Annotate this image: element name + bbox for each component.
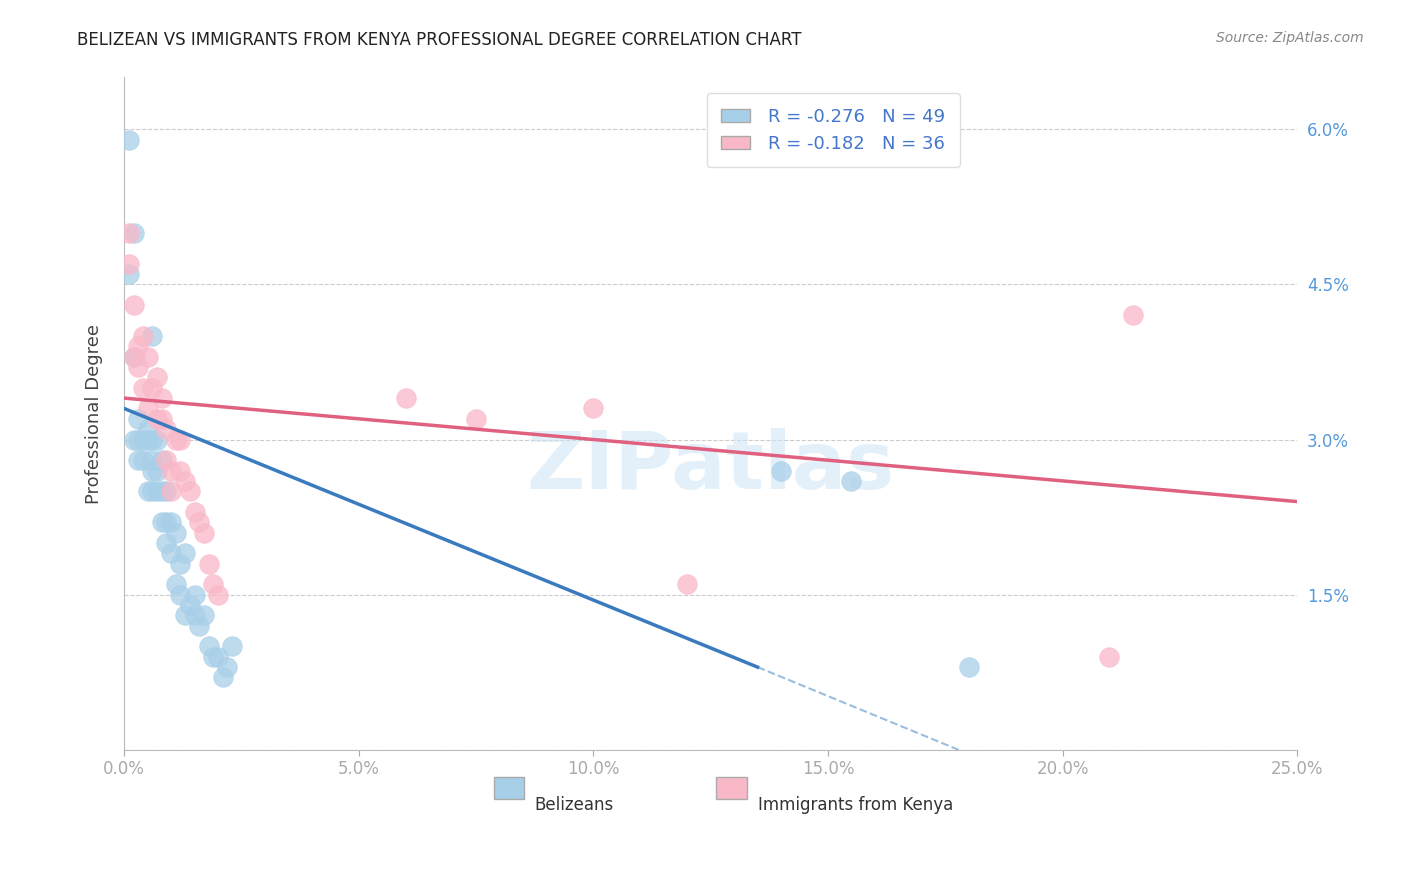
Point (146, 484, 169, 499)
Point (141, 453, 163, 467)
Point (132, 329, 155, 343)
Point (118, 257, 141, 271)
Point (136, 350, 159, 364)
Point (769, 464, 792, 478)
Point (1122, 309, 1144, 323)
Point (174, 474, 197, 488)
Point (136, 401, 159, 416)
Point (188, 618, 211, 632)
Point (193, 608, 215, 623)
Point (136, 484, 159, 499)
Point (160, 516, 183, 530)
Point (122, 298, 145, 312)
Point (155, 484, 177, 499)
Point (155, 536, 177, 550)
Point (122, 433, 145, 447)
Point (169, 464, 191, 478)
Point (211, 670, 233, 684)
Point (202, 577, 225, 591)
Text: Source: ZipAtlas.com: Source: ZipAtlas.com (1216, 31, 1364, 45)
Point (179, 484, 201, 499)
Point (155, 516, 177, 530)
Point (202, 649, 225, 664)
Point (582, 401, 605, 416)
Point (165, 525, 187, 540)
Point (160, 546, 183, 560)
Point (132, 453, 155, 467)
Point (165, 577, 187, 591)
Point (957, 660, 980, 674)
Point (127, 339, 149, 353)
Point (118, 267, 141, 281)
FancyBboxPatch shape (494, 778, 524, 799)
Point (197, 557, 219, 571)
Legend: R = -0.276   N = 49, R = -0.182   N = 36: R = -0.276 N = 49, R = -0.182 N = 36 (707, 93, 960, 167)
Point (188, 516, 211, 530)
Point (155, 453, 177, 467)
Point (183, 588, 205, 602)
FancyBboxPatch shape (717, 778, 747, 799)
Point (183, 608, 205, 623)
Point (122, 226, 145, 240)
Point (465, 412, 488, 426)
Point (169, 433, 191, 447)
Point (169, 588, 191, 602)
Text: Immigrants from Kenya: Immigrants from Kenya (758, 796, 953, 814)
Point (150, 516, 173, 530)
Point (179, 598, 201, 612)
Point (150, 412, 173, 426)
Point (169, 557, 191, 571)
Point (141, 464, 163, 478)
Point (136, 433, 159, 447)
Point (141, 433, 163, 447)
Point (132, 381, 155, 395)
Point (141, 484, 163, 499)
Point (146, 370, 169, 384)
Y-axis label: Professional Degree: Professional Degree (86, 324, 103, 504)
Point (197, 640, 219, 654)
Text: BELIZEAN VS IMMIGRANTS FROM KENYA PROFESSIONAL DEGREE CORRELATION CHART: BELIZEAN VS IMMIGRANTS FROM KENYA PROFES… (77, 31, 801, 49)
Point (193, 525, 215, 540)
Point (141, 381, 163, 395)
Point (132, 433, 155, 447)
Point (207, 588, 229, 602)
Point (165, 433, 187, 447)
Point (127, 433, 149, 447)
Point (1098, 649, 1121, 664)
Point (160, 464, 183, 478)
Point (174, 608, 197, 623)
Point (127, 412, 149, 426)
Point (146, 433, 169, 447)
Point (150, 484, 173, 499)
Point (841, 474, 863, 488)
Point (221, 640, 243, 654)
Point (136, 422, 159, 436)
Point (122, 350, 145, 364)
Point (207, 649, 229, 664)
Point (155, 422, 177, 436)
Point (146, 412, 169, 426)
Point (127, 360, 149, 375)
Point (174, 546, 197, 560)
Point (395, 391, 418, 405)
Point (150, 453, 173, 467)
Point (160, 484, 183, 499)
Point (150, 391, 173, 405)
Point (676, 577, 699, 591)
Point (118, 132, 141, 146)
Point (146, 464, 169, 478)
Point (127, 453, 149, 467)
Point (183, 505, 205, 519)
Point (118, 226, 141, 240)
Text: Belizeans: Belizeans (534, 796, 614, 814)
Text: ZIPatlas: ZIPatlas (526, 428, 894, 507)
Point (141, 329, 163, 343)
Point (217, 660, 239, 674)
Point (122, 350, 145, 364)
